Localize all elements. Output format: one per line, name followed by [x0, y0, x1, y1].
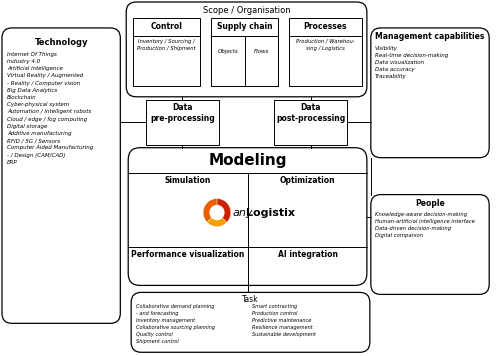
- Wedge shape: [217, 199, 231, 213]
- FancyBboxPatch shape: [133, 18, 200, 86]
- Text: Technology: Technology: [34, 38, 88, 47]
- FancyBboxPatch shape: [371, 28, 489, 158]
- Text: AI integration: AI integration: [278, 251, 338, 260]
- Text: Modeling: Modeling: [208, 153, 287, 168]
- Text: Knowledge-aware decision-making
Human-artificial intelligence interface
Data-dri: Knowledge-aware decision-making Human-ar…: [375, 211, 474, 237]
- Text: Flows: Flows: [254, 49, 269, 54]
- FancyBboxPatch shape: [211, 18, 278, 86]
- FancyBboxPatch shape: [371, 195, 489, 294]
- Wedge shape: [203, 199, 217, 213]
- Text: any: any: [233, 208, 254, 218]
- Text: Task: Task: [242, 295, 259, 304]
- FancyBboxPatch shape: [2, 28, 120, 323]
- Wedge shape: [207, 213, 227, 226]
- Text: Objects: Objects: [218, 49, 238, 54]
- Text: Smart contracting
Production control
Predictive maintenance
Resilience managemen: Smart contracting Production control Pre…: [252, 304, 316, 337]
- Text: Optimization: Optimization: [280, 176, 336, 185]
- Text: Visibility
Real-time decision-making
Data visualization
Data accuracy
Traceabili: Visibility Real-time decision-making Dat…: [375, 46, 448, 79]
- FancyBboxPatch shape: [244, 36, 278, 86]
- FancyBboxPatch shape: [274, 100, 347, 145]
- Text: Management capabilities: Management capabilities: [376, 32, 484, 41]
- Text: Performance visualization: Performance visualization: [130, 251, 244, 260]
- Text: Scope / Organisation: Scope / Organisation: [203, 6, 290, 15]
- Wedge shape: [217, 213, 231, 226]
- Text: Inventory / Sourcing /
Production / Shipment: Inventory / Sourcing / Production / Ship…: [138, 39, 196, 51]
- FancyBboxPatch shape: [211, 36, 244, 86]
- Text: Collaborative demand planning
- and forecasting
Inventory management
Collaborati: Collaborative demand planning - and fore…: [136, 304, 215, 344]
- Wedge shape: [203, 199, 217, 222]
- FancyBboxPatch shape: [131, 292, 370, 352]
- Text: Data
post-processing: Data post-processing: [276, 103, 345, 123]
- Circle shape: [210, 205, 224, 220]
- Text: Simulation: Simulation: [164, 176, 210, 185]
- FancyBboxPatch shape: [146, 100, 219, 145]
- Wedge shape: [203, 213, 217, 226]
- FancyBboxPatch shape: [128, 148, 367, 286]
- Text: Supply chain: Supply chain: [217, 22, 272, 31]
- Text: Internet Of Things
Industry 4.0
Artificial intelligence
Virtual Reality / Augmen: Internet Of Things Industry 4.0 Artifici…: [7, 52, 93, 165]
- Text: Control: Control: [150, 22, 182, 31]
- FancyBboxPatch shape: [126, 2, 367, 97]
- Text: Logistix: Logistix: [246, 208, 294, 218]
- Text: Data
pre-processing: Data pre-processing: [150, 103, 215, 123]
- Text: Production / Warehou-
sing / Logistics: Production / Warehou- sing / Logistics: [296, 39, 355, 51]
- Wedge shape: [217, 199, 231, 222]
- Text: People: People: [415, 199, 445, 208]
- FancyBboxPatch shape: [289, 18, 362, 86]
- Text: Processes: Processes: [304, 22, 347, 31]
